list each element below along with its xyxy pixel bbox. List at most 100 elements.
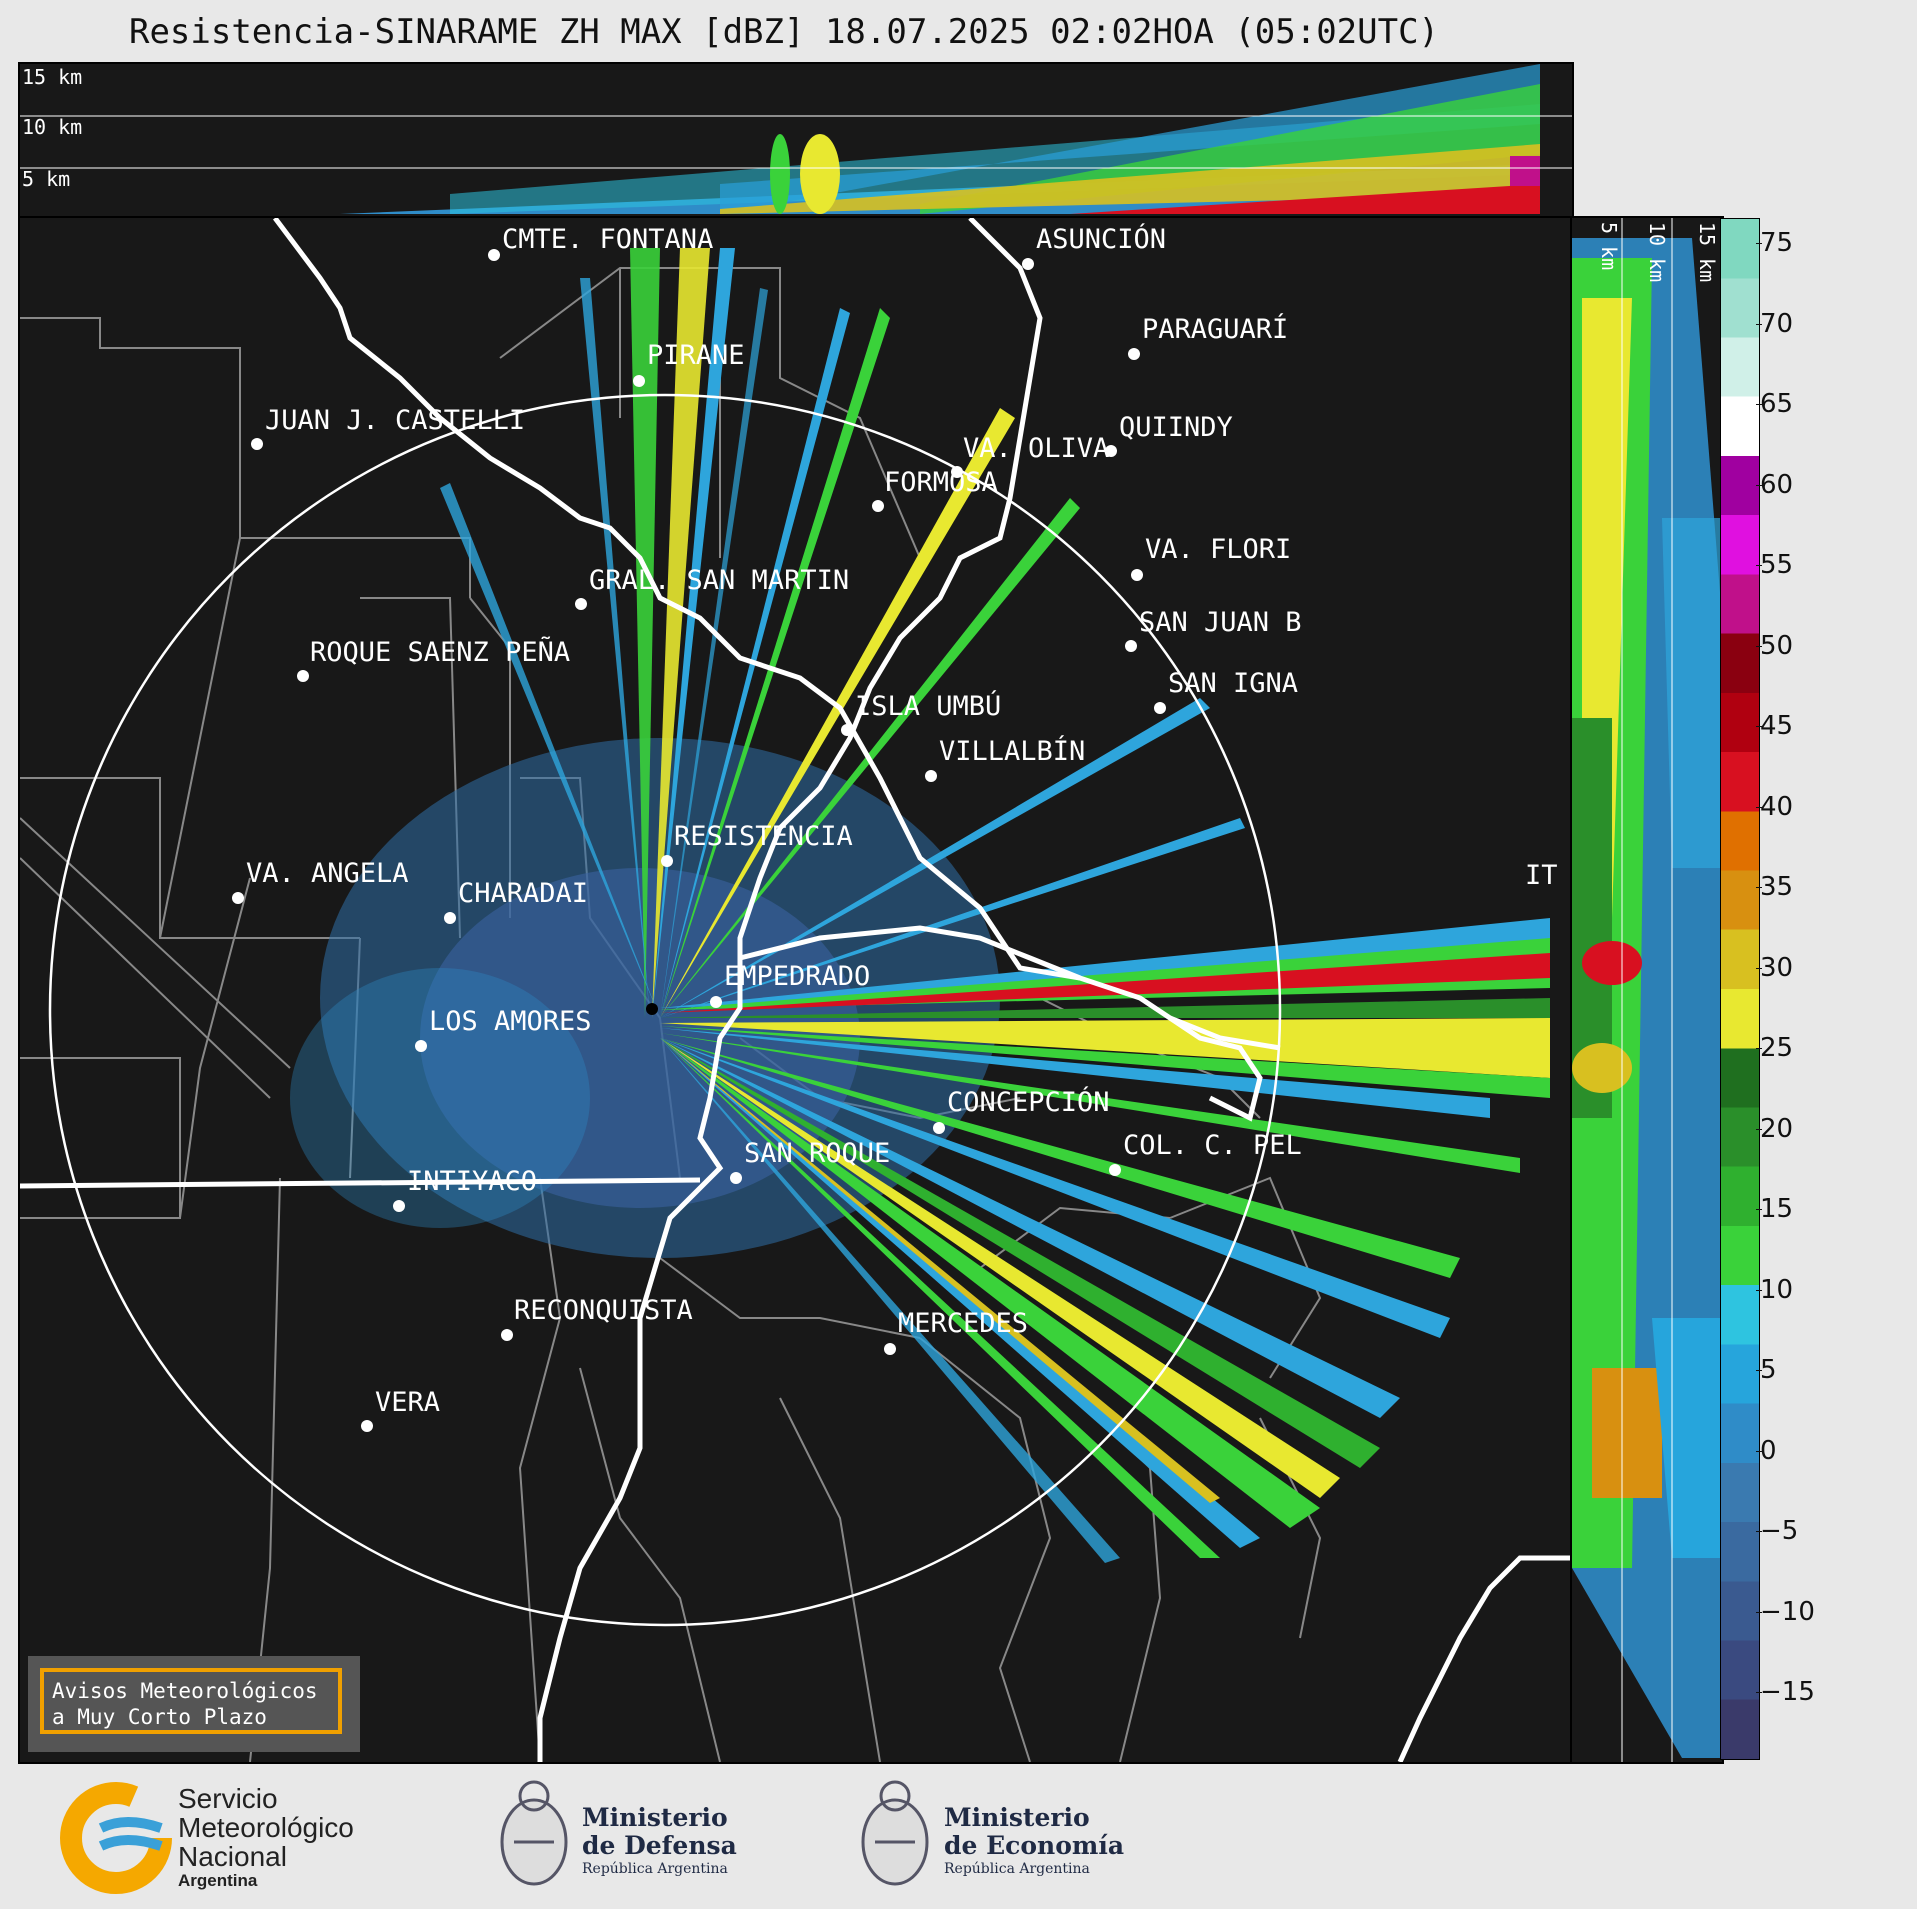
city-dot	[488, 249, 500, 261]
defensa-shield-icon	[500, 1780, 568, 1886]
city-dot	[710, 996, 722, 1008]
colorbar-tick-label: 0	[1756, 1435, 1777, 1466]
city-dot	[444, 912, 456, 924]
city-label: GRAL. SAN MARTIN	[589, 565, 849, 596]
city-label: VA. ANGELA	[246, 858, 409, 889]
top-label-15km: 15 km	[22, 65, 82, 89]
colorbar-tick-label: 45	[1755, 711, 1794, 741]
city-dot	[933, 1122, 945, 1134]
dbz-colorbar	[1720, 218, 1760, 1760]
city-label: EMPEDRADO	[724, 961, 870, 992]
city-label: RESISTENCIA	[674, 821, 853, 852]
city-dot	[415, 1040, 427, 1052]
colorbar-tick-label: 65	[1755, 389, 1794, 419]
colorbar-tick-label: 40	[1755, 791, 1794, 822]
city-label: MERCEDES	[898, 1308, 1028, 1339]
city-label: VILLALBÍN	[939, 735, 1085, 767]
city-label: FORMOSA	[884, 467, 998, 498]
city-markers: CMTE. FONTANA ASUNCIÓN PARAGUARÍ PIRANE …	[232, 223, 1558, 1432]
top-label-5km: 5 km	[22, 167, 70, 191]
smn-logo-icon	[60, 1782, 172, 1894]
defensa-logo-text: Ministerio de Defensa República Argentin…	[582, 1803, 737, 1878]
colorbar-tick-label: −5	[1755, 1516, 1799, 1546]
city-label: PARAGUARÍ	[1142, 313, 1288, 345]
city-dot	[1109, 1164, 1121, 1176]
city-label: VERA	[375, 1387, 440, 1418]
city-dot	[501, 1329, 513, 1341]
city-label: INTIYACO	[407, 1166, 537, 1197]
city-label: COL. C. PEL	[1123, 1130, 1302, 1161]
city-label: CMTE. FONTANA	[502, 224, 713, 255]
side-profile-graphic: 5 km 10 km 15 km	[1572, 218, 1722, 1762]
colorbar-tick-label: −10	[1756, 1596, 1815, 1627]
city-dot	[872, 500, 884, 512]
city-dot	[232, 892, 244, 904]
economia-logo-text: Ministerio de Economía República Argenti…	[944, 1803, 1125, 1878]
city-dot	[841, 724, 853, 736]
city-label: JUAN J. CASTELLI	[265, 405, 525, 436]
city-label: CHARADAI	[458, 878, 588, 909]
radar-site-marker	[646, 1003, 658, 1015]
side-height-profile: 5 km 10 km 15 km	[1570, 216, 1724, 1764]
side-label-10km: 10 km	[1645, 222, 1669, 282]
city-dot	[297, 670, 309, 682]
city-dot	[1128, 348, 1140, 360]
city-dot	[251, 438, 263, 450]
city-dot	[951, 466, 963, 478]
colorbar-tick-label: 30	[1755, 952, 1794, 983]
colorbar-tick-label: 15	[1755, 1194, 1794, 1224]
city-dot	[1022, 258, 1034, 270]
colorbar-tick-label: 50	[1755, 630, 1794, 661]
colorbar-tick-label: 70	[1755, 308, 1794, 339]
city-label: VA. OLIVA	[963, 433, 1109, 464]
colorbar-tick-label: −15	[1756, 1677, 1815, 1707]
city-dot	[925, 770, 937, 782]
city-dot	[884, 1343, 896, 1355]
city-dot	[361, 1420, 373, 1432]
city-label: QUIINDY	[1119, 412, 1233, 443]
city-label: RECONQUISTA	[514, 1295, 693, 1326]
smn-logo-text: Servicio Meteorológico Nacional Argentin…	[178, 1783, 354, 1890]
range-ring	[48, 393, 1282, 1627]
city-label: SAN JUAN B	[1139, 607, 1302, 638]
colorbar-tick-label: 55	[1755, 550, 1794, 580]
city-dot	[633, 375, 645, 387]
radar-map[interactable]: CMTE. FONTANA ASUNCIÓN PARAGUARÍ PIRANE …	[18, 216, 1574, 1764]
warning-line-1: Avisos Meteorológicos	[52, 1679, 318, 1703]
top-height-profile: 15 km 10 km 5 km	[18, 62, 1574, 220]
international-borders	[20, 218, 1572, 1762]
city-dot	[1131, 569, 1143, 581]
city-dot	[575, 598, 587, 610]
top-label-10km: 10 km	[22, 115, 82, 139]
footer-logos: Servicio Meteorológico Nacional Argentin…	[0, 1762, 1917, 1909]
warning-banner[interactable]: Avisos Meteorológicos a Muy Corto Plazo	[28, 1656, 360, 1752]
colorbar-tick-label: 20	[1755, 1113, 1794, 1144]
warning-link[interactable]: Avisos Meteorológicos a Muy Corto Plazo	[40, 1668, 342, 1734]
city-dot	[1105, 445, 1117, 457]
economia-shield-icon	[861, 1780, 929, 1886]
city-label: VA. FLORI	[1145, 534, 1291, 565]
city-dot	[1125, 640, 1137, 652]
city-dot	[730, 1172, 742, 1184]
city-label: PIRANE	[647, 340, 745, 371]
radar-echoes	[290, 248, 1550, 1563]
city-label: SAN IGNA	[1168, 668, 1298, 699]
top-profile-graphic: 15 km 10 km 5 km	[20, 64, 1572, 214]
city-dot	[393, 1200, 405, 1212]
side-label-5km: 5 km	[1597, 222, 1621, 270]
colorbar-tick-label: 10	[1755, 1274, 1794, 1305]
side-label-15km: 15 km	[1695, 222, 1719, 282]
colorbar-tick-label: 35	[1755, 872, 1794, 902]
city-label: CONCEPCIÓN	[947, 1086, 1110, 1118]
radar-map-graphic: CMTE. FONTANA ASUNCIÓN PARAGUARÍ PIRANE …	[20, 218, 1572, 1762]
city-dot	[1154, 702, 1166, 714]
colorbar-tick-label: 75	[1755, 228, 1794, 258]
city-label: ISLA UMBÚ	[855, 690, 1001, 722]
colorbar-tick-label: 25	[1755, 1033, 1794, 1063]
city-dot	[661, 855, 673, 867]
city-label: LOS AMORES	[429, 1006, 592, 1037]
map-title: Resistencia-SINARAME ZH MAX [dBZ] 18.07.…	[128, 12, 1440, 52]
warning-line-2: a Muy Corto Plazo	[52, 1705, 267, 1729]
city-label: SAN ROQUE	[744, 1138, 890, 1169]
city-label: ROQUE SAENZ PEÑA	[310, 636, 570, 668]
